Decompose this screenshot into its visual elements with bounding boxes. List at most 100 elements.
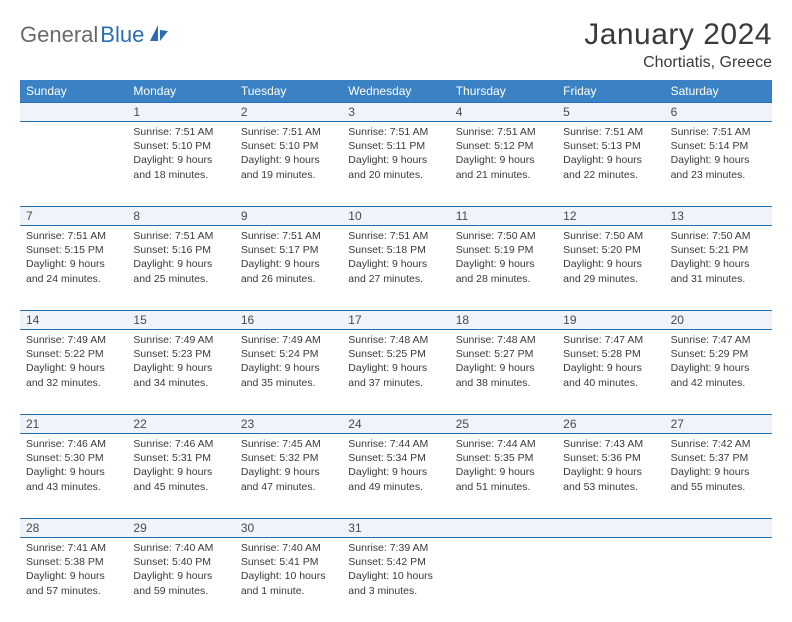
- daylight-text: Daylight: 9 hours: [671, 153, 766, 167]
- day-cell: Sunrise: 7:45 AMSunset: 5:32 PMDaylight:…: [235, 434, 342, 518]
- day-cell: Sunrise: 7:49 AMSunset: 5:23 PMDaylight:…: [127, 330, 234, 414]
- day-number: 25: [450, 415, 557, 433]
- day-cell: Sunrise: 7:51 AMSunset: 5:17 PMDaylight:…: [235, 226, 342, 310]
- calendar-page: GeneralBlue January 2024 Chortiatis, Gre…: [0, 0, 792, 612]
- sunrise-text: Sunrise: 7:49 AM: [241, 333, 336, 347]
- sunset-text: Sunset: 5:16 PM: [133, 243, 228, 257]
- sunrise-text: Sunrise: 7:41 AM: [26, 541, 121, 555]
- sunset-text: Sunset: 5:38 PM: [26, 555, 121, 569]
- week-content-row: Sunrise: 7:51 AMSunset: 5:15 PMDaylight:…: [20, 226, 772, 310]
- sunrise-text: Sunrise: 7:51 AM: [671, 125, 766, 139]
- day-cell: Sunrise: 7:47 AMSunset: 5:28 PMDaylight:…: [557, 330, 664, 414]
- brand-logo: GeneralBlue: [20, 18, 170, 48]
- day-cell: Sunrise: 7:51 AMSunset: 5:10 PMDaylight:…: [235, 122, 342, 206]
- sunset-text: Sunset: 5:23 PM: [133, 347, 228, 361]
- day-cell: Sunrise: 7:51 AMSunset: 5:10 PMDaylight:…: [127, 122, 234, 206]
- daylight-text: and 24 minutes.: [26, 272, 121, 286]
- day-number: 31: [342, 519, 449, 537]
- day-number: 13: [665, 207, 772, 225]
- daylight-text: Daylight: 9 hours: [563, 465, 658, 479]
- daylight-text: and 20 minutes.: [348, 168, 443, 182]
- sail-icon: [148, 23, 170, 48]
- weekday-header: Tuesday: [235, 80, 342, 102]
- sunrise-text: Sunrise: 7:51 AM: [241, 125, 336, 139]
- day-cell: Sunrise: 7:51 AMSunset: 5:14 PMDaylight:…: [665, 122, 772, 206]
- day-cell: Sunrise: 7:51 AMSunset: 5:11 PMDaylight:…: [342, 122, 449, 206]
- day-number: 16: [235, 311, 342, 329]
- day-number: 29: [127, 519, 234, 537]
- sunrise-text: Sunrise: 7:47 AM: [671, 333, 766, 347]
- daylight-text: and 34 minutes.: [133, 376, 228, 390]
- daylight-text: and 32 minutes.: [26, 376, 121, 390]
- daylight-text: Daylight: 9 hours: [456, 153, 551, 167]
- daylight-text: Daylight: 9 hours: [456, 361, 551, 375]
- sunset-text: Sunset: 5:28 PM: [563, 347, 658, 361]
- day-number: 2: [235, 103, 342, 121]
- daylight-text: and 28 minutes.: [456, 272, 551, 286]
- sunrise-text: Sunrise: 7:48 AM: [348, 333, 443, 347]
- sunset-text: Sunset: 5:11 PM: [348, 139, 443, 153]
- day-number: 6: [665, 103, 772, 121]
- day-cell: Sunrise: 7:43 AMSunset: 5:36 PMDaylight:…: [557, 434, 664, 518]
- sunset-text: Sunset: 5:36 PM: [563, 451, 658, 465]
- daylight-text: and 37 minutes.: [348, 376, 443, 390]
- day-cell: Sunrise: 7:46 AMSunset: 5:30 PMDaylight:…: [20, 434, 127, 518]
- day-number: 14: [20, 311, 127, 329]
- sunset-text: Sunset: 5:19 PM: [456, 243, 551, 257]
- location-subtitle: Chortiatis, Greece: [584, 54, 772, 72]
- daylight-text: and 22 minutes.: [563, 168, 658, 182]
- day-number: 10: [342, 207, 449, 225]
- sunset-text: Sunset: 5:30 PM: [26, 451, 121, 465]
- day-number: 17: [342, 311, 449, 329]
- sunrise-text: Sunrise: 7:42 AM: [671, 437, 766, 451]
- sunset-text: Sunset: 5:41 PM: [241, 555, 336, 569]
- sunset-text: Sunset: 5:17 PM: [241, 243, 336, 257]
- sunset-text: Sunset: 5:14 PM: [671, 139, 766, 153]
- day-number: 15: [127, 311, 234, 329]
- calendar-table: Sunday Monday Tuesday Wednesday Thursday…: [20, 80, 772, 622]
- daylight-text: and 53 minutes.: [563, 480, 658, 494]
- daylight-text: Daylight: 9 hours: [26, 569, 121, 583]
- daynum-row: 1 2 3 4 5 6: [20, 102, 772, 122]
- daylight-text: Daylight: 9 hours: [26, 465, 121, 479]
- sunrise-text: Sunrise: 7:51 AM: [133, 125, 228, 139]
- daylight-text: Daylight: 9 hours: [241, 257, 336, 271]
- day-cell: Sunrise: 7:48 AMSunset: 5:27 PMDaylight:…: [450, 330, 557, 414]
- day-cell: Sunrise: 7:44 AMSunset: 5:35 PMDaylight:…: [450, 434, 557, 518]
- day-number: [450, 519, 557, 537]
- week-content-row: Sunrise: 7:41 AMSunset: 5:38 PMDaylight:…: [20, 538, 772, 622]
- daylight-text: and 19 minutes.: [241, 168, 336, 182]
- day-number: 27: [665, 415, 772, 433]
- day-number: 7: [20, 207, 127, 225]
- day-cell: [665, 538, 772, 622]
- day-cell: Sunrise: 7:50 AMSunset: 5:19 PMDaylight:…: [450, 226, 557, 310]
- daylight-text: Daylight: 10 hours: [241, 569, 336, 583]
- day-cell: Sunrise: 7:47 AMSunset: 5:29 PMDaylight:…: [665, 330, 772, 414]
- day-number: 20: [665, 311, 772, 329]
- daynum-row: 28293031: [20, 518, 772, 538]
- week-content-row: Sunrise: 7:46 AMSunset: 5:30 PMDaylight:…: [20, 434, 772, 518]
- day-cell: Sunrise: 7:51 AMSunset: 5:13 PMDaylight:…: [557, 122, 664, 206]
- sunrise-text: Sunrise: 7:48 AM: [456, 333, 551, 347]
- day-cell: Sunrise: 7:40 AMSunset: 5:40 PMDaylight:…: [127, 538, 234, 622]
- daylight-text: Daylight: 9 hours: [26, 361, 121, 375]
- day-cell: Sunrise: 7:51 AMSunset: 5:16 PMDaylight:…: [127, 226, 234, 310]
- sunset-text: Sunset: 5:13 PM: [563, 139, 658, 153]
- day-cell: [557, 538, 664, 622]
- sunrise-text: Sunrise: 7:46 AM: [133, 437, 228, 451]
- sunrise-text: Sunrise: 7:44 AM: [456, 437, 551, 451]
- day-number: 12: [557, 207, 664, 225]
- daylight-text: and 55 minutes.: [671, 480, 766, 494]
- daylight-text: and 27 minutes.: [348, 272, 443, 286]
- daylight-text: and 51 minutes.: [456, 480, 551, 494]
- brand-secondary: Blue: [100, 22, 144, 48]
- weekday-header-row: Sunday Monday Tuesday Wednesday Thursday…: [20, 80, 772, 102]
- daylight-text: and 31 minutes.: [671, 272, 766, 286]
- sunrise-text: Sunrise: 7:51 AM: [348, 229, 443, 243]
- daylight-text: Daylight: 9 hours: [26, 257, 121, 271]
- day-cell: Sunrise: 7:46 AMSunset: 5:31 PMDaylight:…: [127, 434, 234, 518]
- day-cell: Sunrise: 7:50 AMSunset: 5:20 PMDaylight:…: [557, 226, 664, 310]
- daylight-text: and 29 minutes.: [563, 272, 658, 286]
- daylight-text: and 1 minute.: [241, 584, 336, 598]
- sunrise-text: Sunrise: 7:50 AM: [563, 229, 658, 243]
